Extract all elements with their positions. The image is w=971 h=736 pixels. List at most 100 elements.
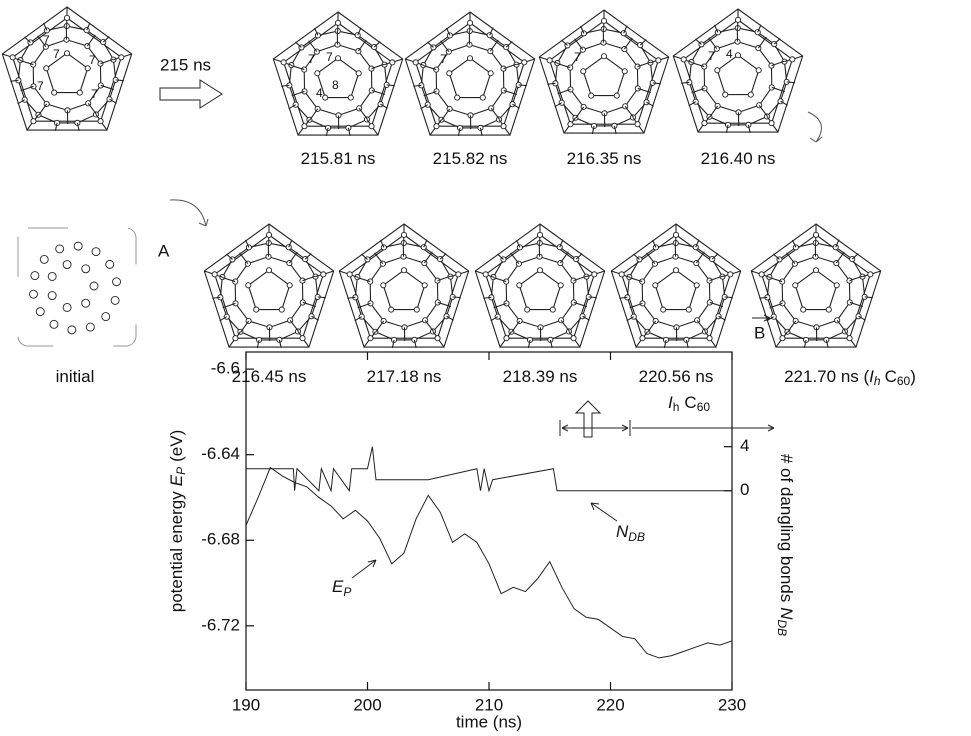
atom (613, 92, 620, 99)
bond (688, 101, 696, 107)
snapshot-time: initial (56, 367, 95, 386)
bond (240, 320, 250, 333)
atom (63, 14, 71, 21)
atom (62, 302, 72, 312)
bond (373, 41, 381, 48)
atom (779, 300, 786, 307)
bond (573, 301, 587, 307)
atom (62, 260, 72, 270)
atom (546, 57, 553, 64)
bond (652, 239, 657, 248)
cage-outline (474, 223, 606, 348)
bond (439, 253, 447, 260)
atom (536, 231, 544, 238)
atom (482, 271, 489, 278)
atom (67, 325, 77, 335)
bond (446, 27, 451, 36)
atom (588, 92, 595, 99)
x-tick-label: 200 (353, 695, 381, 714)
annotation-arrow (590, 502, 618, 522)
atom (55, 244, 65, 254)
atom (433, 123, 440, 130)
bond (24, 36, 31, 43)
bond (557, 88, 571, 95)
atom (685, 306, 692, 313)
ring-label: 4 (726, 47, 733, 61)
bond (440, 40, 450, 53)
bond (256, 339, 260, 349)
atom (792, 244, 799, 251)
bond (512, 103, 520, 109)
bond-ring (316, 57, 360, 99)
atom (334, 19, 342, 26)
bond-ring (448, 57, 492, 99)
snapshot-time: 216.35 ns (567, 149, 642, 168)
atom (455, 271, 462, 278)
atom (454, 94, 461, 101)
atom (516, 282, 523, 289)
snapshot-time-part: 216.40 ns (701, 149, 776, 168)
bond (708, 37, 718, 50)
atom (81, 298, 91, 308)
bond (291, 90, 305, 97)
atom (39, 254, 49, 264)
bond (835, 239, 840, 248)
bond (786, 81, 795, 84)
atom (701, 120, 708, 127)
y-label-text: potential energy (167, 491, 186, 612)
snapshot-time-part: initial (56, 367, 95, 386)
atom (655, 57, 662, 64)
bond (245, 239, 250, 248)
atom (768, 120, 775, 127)
bond (226, 253, 233, 260)
atom (714, 67, 721, 74)
atom (368, 123, 375, 130)
bond (423, 239, 428, 248)
bond (691, 62, 705, 68)
atom (867, 271, 874, 278)
annotation-sym: E (332, 577, 344, 596)
bond (573, 275, 587, 282)
bond (691, 87, 705, 94)
y2-label-sub: DB (775, 620, 789, 637)
plot-frame (245, 351, 733, 691)
bond (37, 35, 47, 48)
ring-label: 7 (53, 47, 60, 61)
annotation-sym: I (668, 393, 673, 412)
cage-outline (1, 6, 133, 131)
atom (516, 244, 523, 251)
bond (766, 316, 774, 322)
snapshot-time-part: 221.70 ns ( (784, 367, 869, 386)
bond (652, 82, 661, 85)
cage-outline (12, 17, 122, 122)
bond (424, 319, 434, 332)
atom (49, 319, 59, 329)
bond (115, 79, 124, 82)
bond (420, 104, 428, 110)
interval-bracket (559, 420, 775, 436)
bond (288, 251, 298, 264)
bond (773, 253, 780, 260)
atom (734, 52, 742, 59)
bond (437, 301, 451, 307)
x-tick-label: 190 (232, 695, 260, 714)
bond (86, 34, 96, 47)
ring-label: 7 (308, 52, 315, 66)
bond (580, 25, 585, 34)
bond-ring (382, 269, 426, 311)
bond (288, 239, 293, 248)
atom (652, 244, 659, 251)
bond (718, 315, 726, 321)
atom (692, 98, 699, 105)
x-tick-label: 220 (596, 695, 624, 714)
atom (812, 267, 820, 274)
atom (265, 231, 273, 238)
bond (623, 37, 633, 50)
cage-outline (538, 9, 670, 134)
bond (281, 84, 290, 87)
bond (304, 253, 312, 260)
snapshot-time-part: 217.18 ns (367, 367, 442, 386)
cage-outline (750, 223, 882, 348)
atom (567, 86, 574, 93)
